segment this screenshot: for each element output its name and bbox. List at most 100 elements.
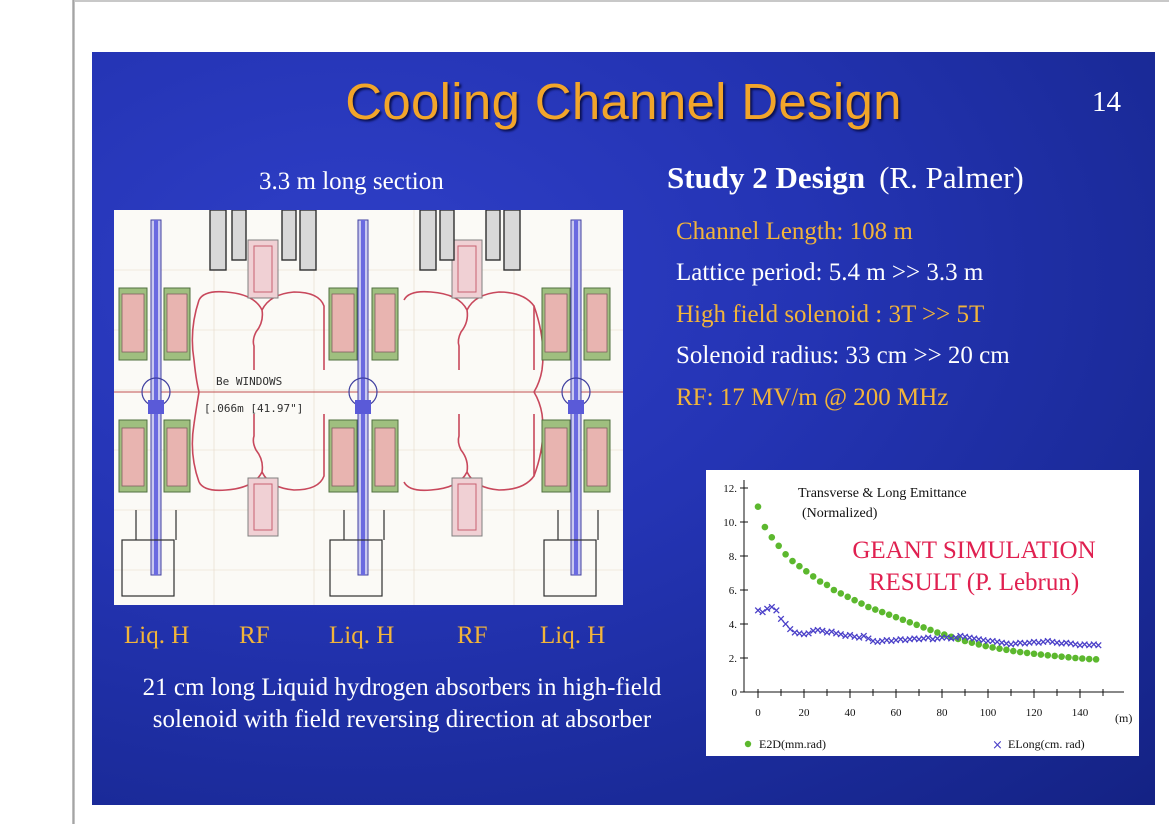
label-liq-h-2: Liq. H: [329, 622, 395, 649]
e2d-point: [885, 611, 893, 618]
e2d-point: [865, 603, 872, 611]
e2d-point: [968, 639, 976, 646]
x-tick-label: 120: [1026, 707, 1043, 719]
e2d-point: [934, 629, 941, 636]
elong-point: [773, 607, 780, 614]
scan-edge: [72, 0, 75, 824]
e2d-point: [803, 568, 810, 575]
legend-elong-label: ELong(cm. rad): [1008, 737, 1085, 751]
label-liq-h-1: Liq. H: [124, 622, 190, 649]
e2d-point: [1037, 651, 1045, 658]
elong-point: [768, 603, 776, 611]
elong-point: [754, 607, 762, 614]
e2d-point: [823, 581, 831, 589]
e2d-point: [754, 503, 762, 510]
e2d-point: [913, 621, 920, 629]
elong-point: [865, 635, 872, 642]
y-tick-label: 2.: [729, 653, 738, 665]
simulation-label-1: GEANT SIMULATION: [852, 537, 1096, 564]
y-tick-label: 6.: [729, 585, 738, 597]
feedthroughs: [209, 210, 521, 271]
e2d-point: [851, 596, 858, 604]
support-stands: [121, 510, 599, 597]
e2d-point: [920, 624, 927, 631]
slide: Cooling Channel Design 14 3.3 m long sec…: [92, 52, 1155, 805]
chart-title: Transverse & Long Emittance: [798, 486, 967, 501]
spec-lattice-period: Lattice period: 5.4 m >> 3.3 m: [676, 259, 984, 286]
caption: 21 cm long Liquid hydrogen absorbers in …: [92, 672, 712, 736]
e2d-point: [899, 616, 907, 624]
e2d-point: [892, 613, 900, 621]
e2d-point: [878, 608, 886, 616]
windows-annotation-1: Be WINDOWS: [216, 375, 282, 388]
e2d-point: [1016, 648, 1024, 656]
x-tick-label: 140: [1072, 707, 1089, 719]
e2d-point: [982, 642, 989, 650]
slide-number: 14: [1092, 86, 1121, 118]
rf-couplers: [247, 239, 483, 537]
elong-point: [777, 615, 785, 623]
rf-cavity-2: [403, 290, 544, 492]
lattice-drawing-svg: Be WINDOWS [.066m [41.97"]: [114, 210, 623, 605]
e2d-point: [927, 626, 934, 634]
slide-title: Cooling Channel Design: [345, 73, 902, 130]
label-liq-h-3: Liq. H: [540, 622, 606, 649]
windows-annotation-2: [.066m [41.97"]: [204, 402, 303, 415]
elong-point: [846, 631, 854, 639]
x-tick-label: 100: [980, 707, 997, 719]
label-rf-1: RF: [239, 622, 270, 649]
section-label: 3.3 m long section: [259, 168, 444, 195]
chart-marks: [754, 503, 1102, 663]
study-author: (R. Palmer): [879, 160, 1024, 195]
e2d-point: [837, 590, 845, 597]
elong-point: [924, 634, 932, 641]
e2d-point: [872, 606, 879, 613]
elong-point: [759, 608, 766, 616]
lattice-drawing: Be WINDOWS [.066m [41.97"]: [114, 210, 623, 605]
e2d-point: [1010, 647, 1017, 655]
e2d-point: [858, 600, 865, 607]
e2d-point: [775, 542, 782, 550]
e2d-point: [989, 644, 996, 651]
elong-point: [855, 634, 863, 641]
x-axis-label: (m): [1115, 711, 1132, 725]
e2d-point: [1072, 654, 1079, 662]
legend-e2d-label: E2D(mm.rad): [759, 737, 826, 751]
e2d-point: [1044, 651, 1052, 659]
e2d-point: [1058, 653, 1065, 660]
emittance-chart-svg: 0 2. 4. 6. 8. 10. 12. 0 20 40 60 80 100 120 140 Transv…: [723, 480, 1132, 753]
e2d-point: [809, 573, 817, 580]
e2d-point: [796, 562, 803, 570]
scan-top-edge: [75, 0, 1169, 2]
elong-point: [860, 632, 868, 640]
spec-rf: RF: 17 MV/m @ 200 MHz: [676, 384, 949, 411]
e2d-point: [1092, 656, 1100, 663]
rf-cavity-1: [191, 290, 325, 492]
x-tick-label: 0: [755, 707, 761, 719]
elong-point: [1095, 641, 1102, 649]
e2d-point: [768, 534, 776, 541]
study-heading: Study 2 Design (R. Palmer): [667, 160, 1024, 196]
label-rf-2: RF: [457, 622, 488, 649]
e2d-point: [830, 586, 838, 594]
e2d-point: [1051, 652, 1058, 660]
elong-point: [786, 625, 794, 633]
e2d-point: [1085, 655, 1093, 663]
e2d-point: [782, 551, 789, 558]
chart-axes: 0 2. 4. 6. 8. 10. 12. 0 20 40 60 80 100 120 140: [723, 480, 1124, 719]
simulation-label-2: RESULT (P. Lebrun): [868, 569, 1080, 596]
e2d-point: [906, 619, 914, 626]
y-tick-label: 0: [732, 687, 738, 699]
e2d-point: [1079, 655, 1086, 662]
elong-point: [819, 627, 826, 635]
emittance-chart: 0 2. 4. 6. 8. 10. 12. 0 20 40 60 80 100 120 140 Transv…: [706, 470, 1139, 756]
e2d-point: [1023, 649, 1031, 657]
caption-line-1: 21 cm long Liquid hydrogen absorbers in …: [142, 674, 662, 701]
spec-solenoid-radius: Solenoid radius: 33 cm >> 20 cm: [676, 342, 1010, 369]
spec-high-field-solenoid: High field solenoid : 3T >> 5T: [676, 301, 985, 328]
e2d-point: [1030, 650, 1038, 658]
x-tick-label: 60: [891, 707, 903, 719]
study-title: Study 2 Design: [667, 160, 866, 195]
x-tick-label: 80: [937, 707, 949, 719]
e2d-point: [996, 645, 1003, 652]
